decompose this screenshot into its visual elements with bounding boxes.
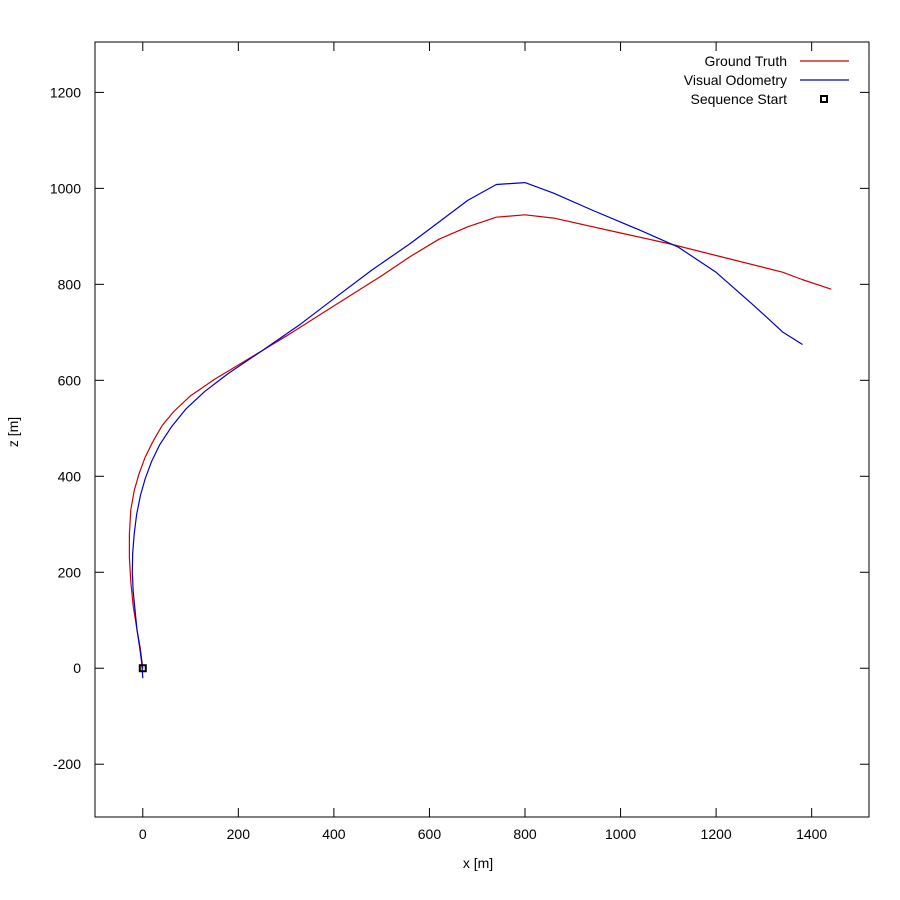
legend-label: Ground Truth bbox=[705, 53, 788, 69]
x-tick-label: 1400 bbox=[796, 826, 827, 842]
plot-frame bbox=[94, 41, 870, 818]
legend: Ground Truth Visual Odometry Sequence Star… bbox=[684, 53, 849, 107]
legend-label: Sequence Start bbox=[690, 91, 787, 107]
tick-marks bbox=[95, 42, 869, 817]
legend-marker-swatch bbox=[820, 95, 828, 103]
x-axis-label: x [m] bbox=[463, 855, 493, 871]
y-tick-label: 600 bbox=[58, 372, 82, 388]
y-tick-label: 0 bbox=[73, 660, 81, 676]
visual-odometry-line bbox=[131, 182, 803, 679]
x-tick-label: 800 bbox=[513, 826, 537, 842]
y-tick-label: 400 bbox=[58, 468, 82, 484]
tick-labels: 0 200 400 600 800 1000 1200 1400 -200 0 200 400 600 8… bbox=[50, 84, 828, 842]
x-tick-label: 600 bbox=[418, 826, 442, 842]
y-tick-label: -200 bbox=[53, 756, 81, 772]
series-layer bbox=[128, 182, 832, 679]
x-tick-label: 1000 bbox=[605, 826, 636, 842]
ground-truth-line bbox=[128, 214, 832, 669]
y-tick-label: 200 bbox=[58, 564, 82, 580]
y-axis-label: z [m] bbox=[5, 417, 21, 447]
x-tick-label: 200 bbox=[227, 826, 251, 842]
sequence-start-marker bbox=[138, 664, 147, 673]
y-tick-label: 1000 bbox=[50, 180, 81, 196]
x-tick-label: 400 bbox=[322, 826, 346, 842]
x-tick-label: 0 bbox=[139, 826, 147, 842]
x-tick-label: 1200 bbox=[701, 826, 732, 842]
y-tick-label: 1200 bbox=[50, 84, 81, 100]
y-tick-label: 800 bbox=[58, 276, 82, 292]
legend-label: Visual Odometry bbox=[684, 72, 787, 88]
